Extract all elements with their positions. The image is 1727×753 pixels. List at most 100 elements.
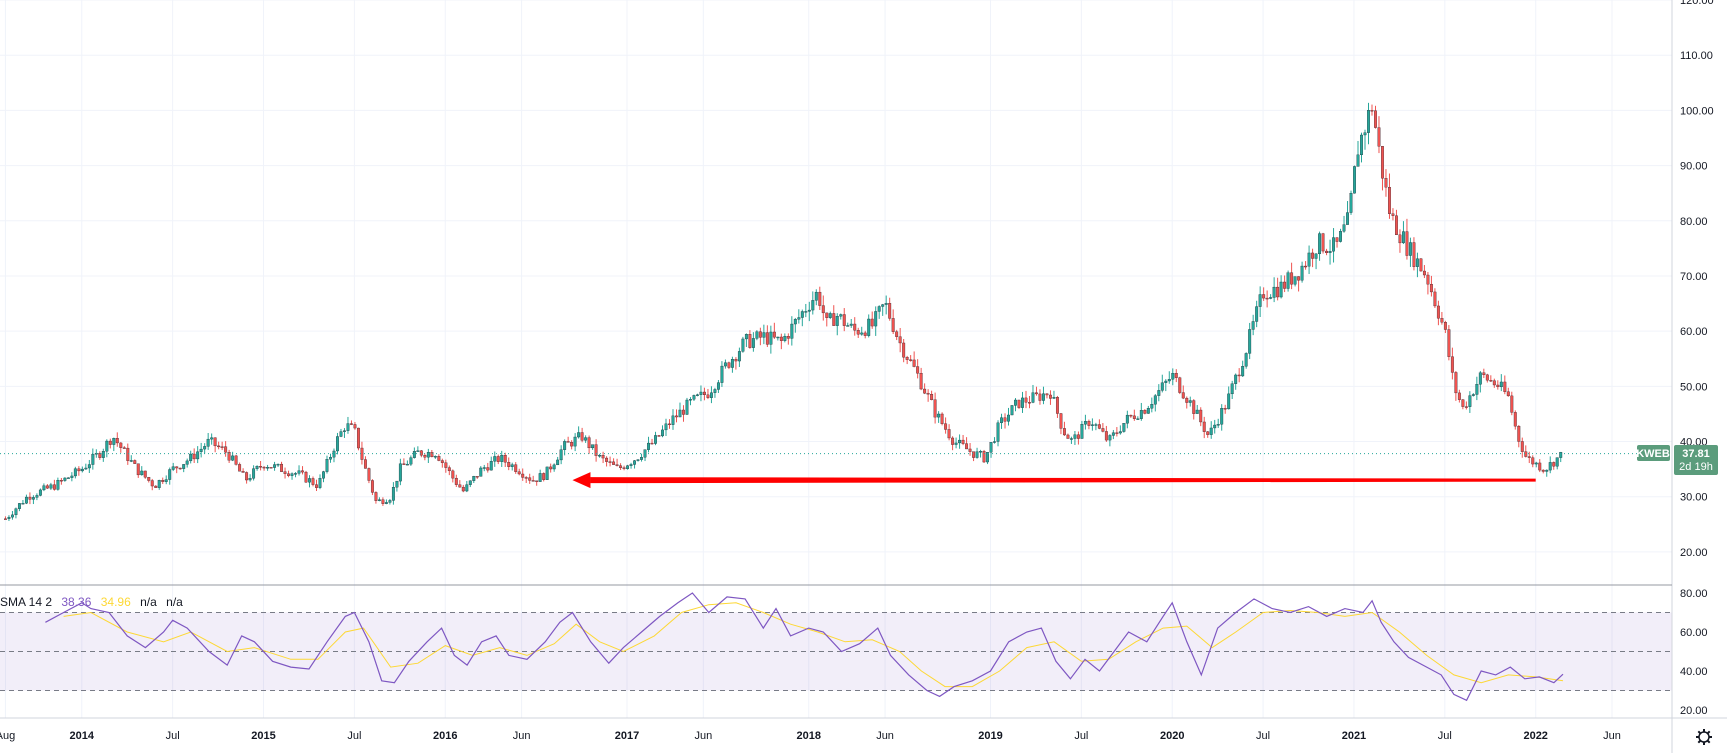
candle-down	[1374, 110, 1377, 128]
candle-up	[1216, 424, 1220, 426]
candle-down	[350, 423, 353, 425]
candle-down	[619, 465, 623, 468]
candle-down	[622, 467, 626, 469]
candle-down	[863, 332, 867, 336]
candle-up	[1328, 251, 1332, 254]
candle-down	[454, 477, 458, 485]
candle-down	[178, 467, 182, 470]
candle-down	[367, 468, 371, 481]
gear-icon[interactable]	[1696, 729, 1712, 745]
candle-up	[647, 442, 650, 450]
candle-down	[475, 476, 479, 478]
time-tick-label: Jun	[876, 730, 894, 742]
candle-down	[486, 467, 490, 471]
rsi-ma-line	[63, 602, 1564, 688]
candle-up	[993, 441, 996, 443]
candle-down	[1335, 237, 1339, 242]
support-arrow[interactable]	[572, 472, 1536, 489]
candle-down	[150, 480, 154, 487]
candle-down	[245, 472, 249, 481]
price-tick-label: 60.00	[1680, 326, 1708, 338]
candle-down	[45, 485, 49, 489]
candle-down	[912, 359, 916, 367]
candle-down	[779, 336, 783, 341]
candle-down	[521, 473, 525, 478]
candle-down	[961, 439, 965, 444]
candle-up	[1167, 379, 1171, 382]
time-axis[interactable]: Aug 2014 Jul 2015 Jul 2016 Jun 2017 Jun 2018 Jun 20…	[0, 730, 1621, 742]
candle-up	[482, 467, 486, 469]
candle-up	[164, 479, 168, 482]
candle-up	[1349, 193, 1353, 213]
candle-down	[951, 437, 955, 445]
candle-down	[496, 456, 500, 462]
candle-up	[10, 514, 14, 518]
candle-up	[654, 435, 657, 444]
candle-down	[1017, 399, 1021, 408]
candle-down	[1461, 399, 1465, 407]
rsi-tick-label: 60.00	[1680, 627, 1708, 639]
candle-up	[70, 475, 74, 478]
candle-down	[1055, 397, 1059, 414]
candle-up	[716, 382, 720, 390]
candle-up	[500, 454, 504, 462]
candle-up	[1188, 400, 1192, 403]
time-tick-label: 2015	[251, 730, 275, 742]
candle-up	[1286, 272, 1290, 289]
candle-down	[1433, 291, 1437, 307]
candle-up	[24, 496, 28, 504]
candle-up	[552, 464, 556, 470]
candle-up	[210, 437, 214, 440]
candle-up	[776, 336, 780, 339]
candle-up	[849, 323, 853, 326]
candle-down	[1527, 456, 1531, 458]
candle-up	[958, 439, 962, 444]
candle-up	[66, 477, 70, 479]
candle-down	[1035, 392, 1038, 395]
candle-up	[1014, 399, 1017, 406]
price-axis[interactable]: 20.0030.0040.0050.0060.0070.0080.0090.00…	[1680, 0, 1714, 559]
candle-down	[1066, 434, 1070, 439]
candle-down	[1192, 400, 1196, 414]
candle-down	[542, 473, 546, 480]
candle-up	[744, 334, 748, 340]
candle-up	[591, 444, 595, 449]
candle-down	[517, 471, 521, 475]
candle-up	[1318, 233, 1322, 255]
candle-up	[1122, 423, 1126, 432]
candle-up	[709, 392, 713, 398]
candle-up	[1111, 432, 1115, 436]
candle-down	[1181, 392, 1185, 399]
candle-down	[612, 461, 616, 465]
candle-down	[59, 480, 63, 482]
candle-up	[405, 463, 409, 466]
candle-up	[807, 309, 811, 312]
candle-down	[982, 451, 986, 463]
candle-up	[1307, 252, 1311, 267]
candle-up	[91, 454, 95, 465]
candle-up	[937, 413, 941, 418]
candle-down	[213, 437, 217, 447]
candle-up	[1000, 417, 1003, 424]
candle-up	[21, 503, 25, 505]
candle-down	[531, 480, 535, 482]
candle-down	[682, 409, 685, 415]
candle-down	[192, 453, 196, 460]
candle-down	[1443, 322, 1447, 330]
candle-up	[388, 500, 392, 503]
candle-down	[262, 466, 266, 469]
candle-down	[1457, 392, 1461, 400]
candle-down	[1038, 393, 1042, 401]
candle-down	[224, 446, 228, 453]
candle-down	[175, 466, 179, 469]
candle-down	[154, 485, 158, 488]
price-tick-label: 30.00	[1680, 492, 1708, 504]
rsi-axis[interactable]: 20.00 40.00 60.00 80.00	[1680, 588, 1708, 717]
candle-down	[1412, 242, 1416, 267]
candle-up	[1279, 281, 1283, 298]
candle-up	[1150, 404, 1154, 409]
candle-up	[1534, 462, 1538, 465]
candle-down	[126, 447, 130, 461]
candle-down	[1062, 428, 1066, 436]
